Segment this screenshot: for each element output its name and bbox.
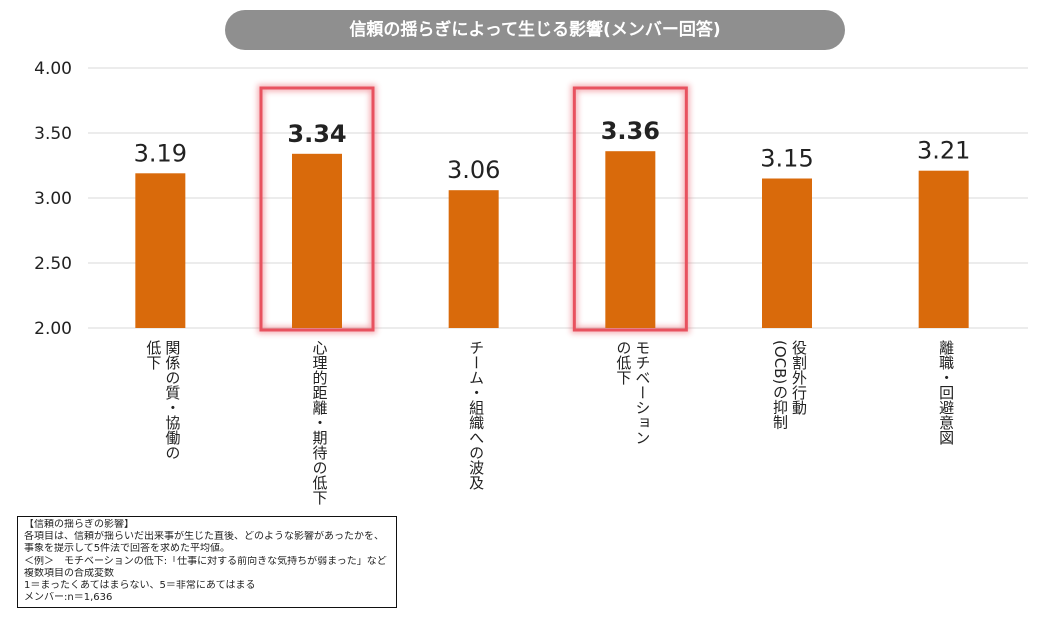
data-label: 3.21 [917,137,970,165]
data-label: 3.19 [134,139,187,167]
note-line: メンバー:n＝1,636 [24,592,113,604]
highlight-box [259,86,375,332]
data-label: 3.06 [447,156,500,184]
note-line: 1＝まったくあてはまらない、5＝非常にあてはまる [24,580,256,592]
y-tick-label: 2.50 [34,254,72,274]
bar [292,153,342,328]
bar-chart: 2.00 2.50 3.00 3.50 4.00 3.19 3.34 3.06 3.36 3.15… [34,59,1028,339]
highlight-box [572,86,688,332]
note-line: 複数項目の合成変数 [24,567,114,579]
bar [135,173,186,328]
x-tick-label: 関係の質・協働の 低下 [144,340,182,460]
chart-title: 信頼の揺らぎによって生じる影響(メンバー回答) [225,10,845,50]
x-tick-label: チーム・組織への波及 [467,340,486,490]
note-heading: 【信頼の揺らぎの影響】 [24,519,134,530]
bar [762,178,812,328]
x-tick-label: 心理的距離・期待の低下 [310,340,329,505]
data-label: 3.34 [287,120,346,148]
note-box: 【信頼の揺らぎの影響】 各項目は、信頼が揺らいだ出来事が生じた直後、どのような影… [17,516,397,608]
x-tick-label: 役割外行動 (OCB)の抑制 [771,340,808,430]
y-tick-label: 3.50 [34,124,72,144]
bar [605,151,656,328]
note-line: 各項目は、信頼が揺らいだ出来事が生じた直後、どのような影響があったかを、 [24,531,384,543]
y-tick-label: 4.00 [34,59,72,79]
data-label: 3.36 [601,117,660,145]
data-label: 3.15 [760,145,813,173]
bar [918,170,969,328]
x-tick-label: 離職・回避意図 [937,340,956,445]
note-line: ＜例＞ モチベーションの低下:「仕事に対する前向きな気持ちが弱まった」など [24,555,387,567]
bar [448,190,499,328]
y-tick-label: 3.00 [34,189,72,209]
note-line: 事象を提示して5件法で回答を求めた平均値。 [24,543,231,555]
y-tick-label: 2.00 [34,319,72,339]
x-tick-label: モチベーション の低下 [614,340,652,445]
